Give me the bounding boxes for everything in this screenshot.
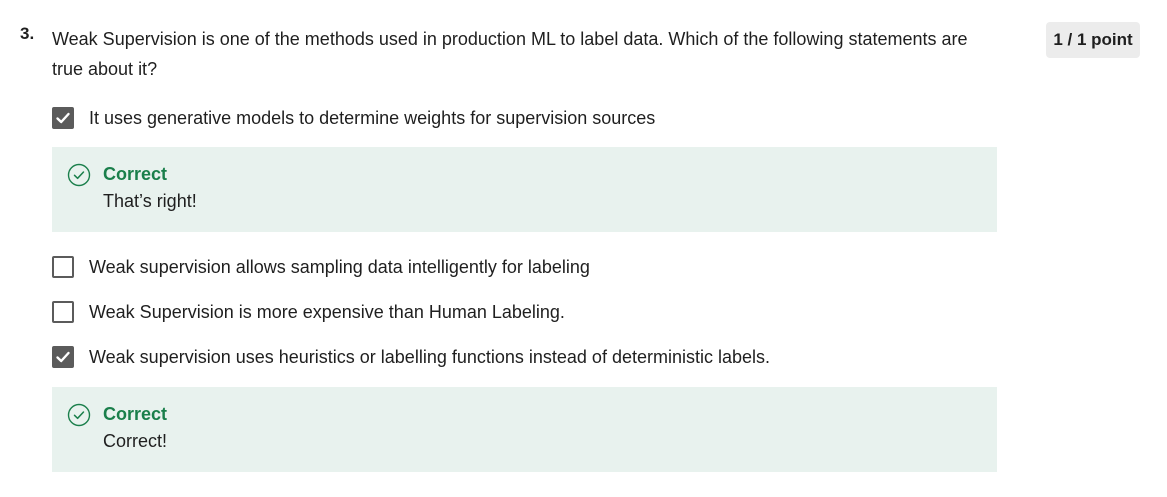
- check-circle-icon: [67, 163, 91, 187]
- option-1[interactable]: It uses generative models to determine w…: [52, 106, 655, 130]
- option-3[interactable]: Weak Supervision is more expensive than …: [52, 300, 565, 324]
- checkbox-checked[interactable]: [52, 346, 74, 368]
- feedback-text: That’s right!: [103, 191, 197, 211]
- points-badge: 1 / 1 point: [1046, 22, 1140, 58]
- checkmark-icon: [56, 351, 70, 363]
- feedback-correct: Correct That’s right!: [52, 147, 997, 232]
- option-2[interactable]: Weak supervision allows sampling data in…: [52, 255, 590, 279]
- option-label: It uses generative models to determine w…: [89, 107, 656, 128]
- option-label: Weak supervision allows sampling data in…: [89, 256, 590, 277]
- checkbox-unchecked[interactable]: [52, 256, 74, 278]
- checkbox-checked[interactable]: [52, 107, 74, 129]
- question-number: 3.: [20, 24, 35, 43]
- option-label: Weak Supervision is more expensive than …: [89, 301, 565, 322]
- feedback-correct: Correct Correct!: [52, 387, 997, 472]
- feedback-title: Correct: [103, 164, 168, 184]
- checkbox-unchecked[interactable]: [52, 301, 74, 323]
- check-circle-icon: [67, 403, 91, 427]
- feedback-text: Correct!: [103, 431, 168, 451]
- checkmark-icon: [56, 112, 70, 124]
- option-label: Weak supervision uses heuristics or labe…: [89, 346, 771, 367]
- feedback-title: Correct: [103, 404, 168, 424]
- question-text: Weak Supervision is one of the methods u…: [52, 29, 968, 79]
- option-4[interactable]: Weak supervision uses heuristics or labe…: [52, 345, 770, 369]
